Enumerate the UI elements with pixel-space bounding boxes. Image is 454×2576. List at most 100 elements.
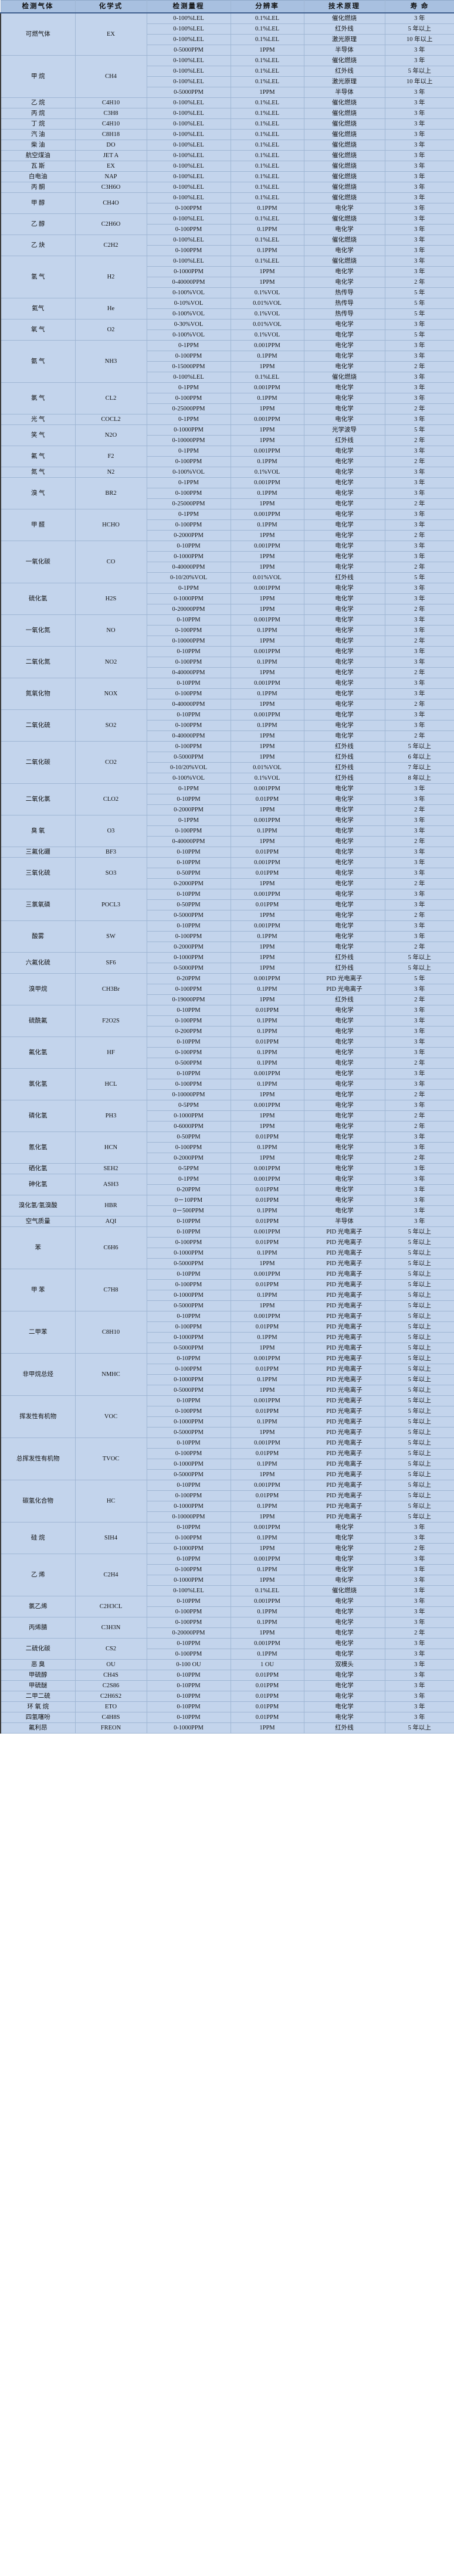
cell-resolution: 0.001PPM [230, 678, 304, 689]
table-row: 0-6000PPM 1PPM 电化学 2 年 [1, 1121, 454, 1132]
cell-lifetime: 5 年以上 [384, 1237, 454, 1248]
cell-range: 0-200PPM [146, 1026, 231, 1037]
cell-resolution: 0.001PPM [230, 1100, 304, 1111]
table-row: 氯乙烯 C2H3CL 0-10PPM 0.001PPM 电化学 3 年 [0, 1596, 454, 1617]
table-row: 一氧化碳 CO 0-10PPM 0.001PPM 电化学 3 年 [0, 541, 454, 583]
cell-lifetime: 3 年 [384, 118, 454, 130]
cell-resolution: 0.01PPM [230, 1237, 304, 1248]
cell-lifetime: 3 年 [384, 97, 454, 108]
cell-resolution: 0.001PPM [230, 446, 304, 457]
cell-resolution: 0.001PPM [230, 1638, 304, 1649]
cell-principle: PID 光电离子 [303, 1226, 385, 1238]
cell-range: 0-1000PPM [146, 551, 231, 562]
cell-principle: 电化学 [303, 804, 385, 815]
cell-gas-name: 氯乙烯 [0, 1596, 76, 1617]
cell-range: 0-2000PPM [146, 530, 231, 541]
cell-range: 0-10PPM [146, 1712, 231, 1723]
cell-resolution: 0.001PPM [230, 382, 304, 393]
column-header-principle: 技术原理 [303, 0, 385, 13]
cell-lifetime: 2 年 [384, 498, 454, 509]
cell-range: 0-100%LEL [146, 118, 231, 130]
cell-lifetime: 5 年以上 [384, 1343, 454, 1354]
cell-lifetime: 5 年以上 [384, 1258, 454, 1269]
cell-lifetime: 2 年 [384, 699, 454, 710]
cell-formula: SO2 [74, 709, 147, 742]
cell-lifetime: 3 年 [384, 1205, 454, 1216]
cell-gas-name: 酸雾 [0, 920, 76, 953]
cell-principle: 电化学 [303, 277, 385, 288]
cell-range: 0-100%LEL [146, 213, 231, 225]
cell-range: 0-20PPM [146, 973, 231, 984]
table-row: 0-40000PPM 1PPM 电化学 2 年 [1, 277, 454, 288]
cell-lifetime: 3 年 [384, 984, 454, 995]
cell-resolution: 0.01PPM [230, 1670, 304, 1681]
cell-resolution: 0.001PPM [230, 1269, 304, 1280]
cell-formula: C2S86 [74, 1680, 147, 1691]
cell-resolution: 0.1PPM [230, 1142, 304, 1153]
table-row: 柴 油 DO 0-100%LEL 0.1%LEL 催化燃烧 3 年 [0, 140, 454, 151]
table-row: 0-40000PPM 1PPM 电化学 2 年 [1, 730, 454, 742]
cell-formula: CO [74, 541, 147, 583]
cell-principle: 红外线 [303, 773, 385, 784]
cell-principle: 电化学 [303, 266, 385, 277]
cell-resolution: 0.1PPM [230, 1290, 304, 1301]
cell-resolution: 0.001PPM [230, 857, 304, 868]
cell-range: 0-100PPM [146, 393, 231, 404]
cell-lifetime: 3 年 [384, 1005, 454, 1016]
cell-resolution: 0.01PPM [230, 1184, 304, 1195]
cell-resolution: 1PPM [230, 435, 304, 446]
cell-range: 0-100PPM [146, 688, 231, 699]
cell-gas-name: 航空煤油 [0, 150, 76, 161]
cell-range: 0-100PPM [146, 456, 231, 467]
cell-gas-name: 丙 酮 [0, 182, 76, 193]
cell-resolution: 1PPM [230, 836, 304, 847]
cell-principle: 电化学 [303, 868, 385, 879]
cell-gas-name: 六氟化硫 [0, 952, 76, 974]
cell-principle: 催化燃烧 [303, 55, 385, 66]
cell-resolution: 0.1PPM [230, 224, 304, 235]
table-row: 碳氢化合物 HC 0-10PPM 0.001PPM PID 光电离子 5 年以上 [0, 1480, 454, 1523]
cell-range: 0-20PPM [146, 1184, 231, 1195]
cell-gas-name: 汽 油 [0, 129, 76, 140]
table-row: 0-5000PPM 1PPM 红外线 6 年以上 [1, 752, 454, 763]
table-row: 溴 气 BR2 0-1PPM 0.001PPM 电化学 3 年 [0, 477, 454, 509]
cell-lifetime: 2 年 [384, 361, 454, 372]
cell-principle: 电化学 [303, 931, 385, 942]
cell-resolution: 1PPM [230, 667, 304, 678]
cell-formula: HBR [74, 1195, 147, 1216]
cell-principle: 催化燃烧 [303, 150, 385, 161]
cell-lifetime: 3 年 [384, 509, 454, 520]
cell-range: 0-1PPM [146, 583, 231, 594]
cell-lifetime: 5 年以上 [384, 1279, 454, 1290]
cell-gas-name: 硒化氢 [0, 1163, 76, 1174]
cell-range: 0-1000PPM [146, 1722, 231, 1734]
cell-range: 0-1PPM [146, 783, 231, 794]
cell-lifetime: 3 年 [384, 1079, 454, 1090]
table-row: 0-2000PPM 1PPM 电化学 2 年 [1, 942, 454, 953]
cell-lifetime: 5 年以上 [384, 1364, 454, 1375]
cell-resolution: 0.01PPM [230, 868, 304, 879]
cell-range: 0-25000PPM [146, 498, 231, 509]
cell-lifetime: 3 年 [384, 488, 454, 499]
cell-range: 0-5000PPM [146, 1300, 231, 1311]
cell-resolution: 0.1%LEL [230, 182, 304, 193]
cell-principle: 电化学 [303, 1163, 385, 1174]
cell-gas-name: 氟 气 [0, 446, 76, 467]
cell-formula: C3H3N [74, 1617, 147, 1639]
cell-principle: 电化学 [303, 593, 385, 604]
cell-lifetime: 3 年 [384, 688, 454, 699]
cell-principle: PID 光电离子 [303, 973, 385, 984]
cell-principle: 电化学 [303, 635, 385, 647]
cell-resolution: 0.1%LEL [230, 129, 304, 140]
cell-resolution: 0.1%LEL [230, 118, 304, 130]
table-row: 0-5000PPM 1PPM PID 光电离子 5 年以上 [1, 1300, 454, 1311]
cell-lifetime: 2 年 [384, 994, 454, 1005]
cell-resolution: 0.1PPM [230, 720, 304, 731]
cell-principle: 电化学 [303, 340, 385, 351]
cell-principle: 电化学 [303, 393, 385, 404]
cell-resolution: 0.001PPM [230, 477, 304, 488]
cell-lifetime: 5 年 [384, 298, 454, 309]
cell-lifetime: 3 年 [384, 1195, 454, 1206]
cell-range: 0-30%VOL [146, 319, 231, 330]
cell-principle: PID 光电离子 [303, 1300, 385, 1311]
